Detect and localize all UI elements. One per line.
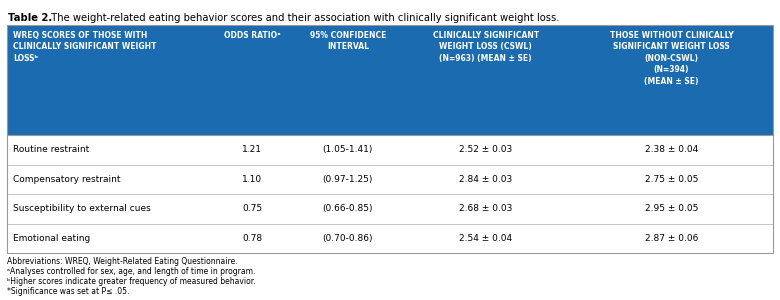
Text: 0.75: 0.75 [242,204,262,213]
Text: (0.66-0.85): (0.66-0.85) [323,204,373,213]
Text: 95% CONFIDENCE
INTERVAL: 95% CONFIDENCE INTERVAL [310,31,386,51]
Text: Abbreviations: WREQ, Weight-Related Eating Questionnaire.: Abbreviations: WREQ, Weight-Related Eati… [7,257,238,266]
Text: THOSE WITHOUT CLINICALLY
SIGNIFICANT WEIGHT LOSS
(NON-CSWL)
(N=394)
(MEAN ± SE): THOSE WITHOUT CLINICALLY SIGNIFICANT WEI… [610,31,733,86]
Text: (0.70-0.86): (0.70-0.86) [323,234,373,243]
Text: ᵇHigher scores indicate greater frequency of measured behavior.: ᵇHigher scores indicate greater frequenc… [7,277,256,286]
Text: 2.38 ± 0.04: 2.38 ± 0.04 [645,145,698,154]
Bar [7,25,773,135]
Text: ᵃAnalyses controlled for sex, age, and length of time in program.: ᵃAnalyses controlled for sex, age, and l… [7,267,255,276]
Text: Routine restraint: Routine restraint [13,145,89,154]
Bar [7,224,773,253]
Bar [7,194,773,224]
Bar [7,25,773,253]
Text: 2.95 ± 0.05: 2.95 ± 0.05 [645,204,698,213]
Text: Table 2.: Table 2. [8,13,52,23]
Text: 2.84 ± 0.03: 2.84 ± 0.03 [459,175,512,184]
Text: 2.75 ± 0.05: 2.75 ± 0.05 [645,175,698,184]
Text: (1.05-1.41): (1.05-1.41) [323,145,373,154]
Bar [7,135,773,164]
Text: 2.54 ± 0.04: 2.54 ± 0.04 [459,234,512,243]
Text: 2.68 ± 0.03: 2.68 ± 0.03 [459,204,512,213]
Text: WREQ SCORES OF THOSE WITH
CLINICALLY SIGNIFICANT WEIGHT
LOSSᵇ: WREQ SCORES OF THOSE WITH CLINICALLY SIG… [13,31,157,63]
Text: *Significance was set at P≤ .05.: *Significance was set at P≤ .05. [7,287,129,296]
Text: 1.21: 1.21 [242,145,262,154]
Text: 0.78: 0.78 [242,234,262,243]
Text: (0.97-1.25): (0.97-1.25) [323,175,373,184]
Text: ODDS RATIOᵃ: ODDS RATIOᵃ [224,31,281,40]
Text: 1.10: 1.10 [242,175,262,184]
Text: Compensatory restraint: Compensatory restraint [13,175,120,184]
Text: CLINICALLY SIGNIFICANT
WEIGHT LOSS (CSWL)
(N=963) (MEAN ± SE): CLINICALLY SIGNIFICANT WEIGHT LOSS (CSWL… [433,31,539,63]
Bar [7,164,773,194]
Text: Emotional eating: Emotional eating [13,234,90,243]
Text: The weight-related eating behavior scores and their association with clinically : The weight-related eating behavior score… [45,13,559,23]
Text: Susceptibility to external cues: Susceptibility to external cues [13,204,151,213]
Text: 2.52 ± 0.03: 2.52 ± 0.03 [459,145,512,154]
Text: 2.87 ± 0.06: 2.87 ± 0.06 [645,234,698,243]
